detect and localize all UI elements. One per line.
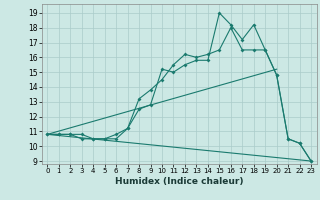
X-axis label: Humidex (Indice chaleur): Humidex (Indice chaleur) (115, 177, 244, 186)
